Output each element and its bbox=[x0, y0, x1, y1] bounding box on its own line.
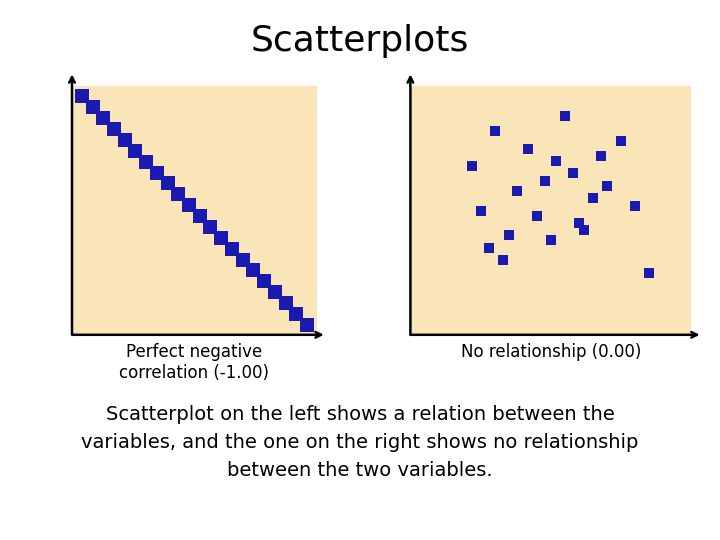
Point bbox=[511, 186, 523, 195]
Text: No relationship (0.00): No relationship (0.00) bbox=[461, 343, 641, 361]
Point bbox=[531, 211, 543, 220]
Point bbox=[248, 266, 259, 275]
Point bbox=[601, 181, 613, 190]
Point bbox=[573, 219, 585, 227]
Point bbox=[86, 103, 98, 112]
Point bbox=[503, 231, 514, 240]
Point bbox=[301, 321, 312, 329]
Text: Scatterplot on the left shows a relation between the
variables, and the one on t: Scatterplot on the left shows a relation… bbox=[81, 405, 639, 480]
Point bbox=[475, 206, 487, 215]
Point bbox=[595, 152, 607, 160]
Point bbox=[130, 146, 141, 155]
Point bbox=[489, 127, 500, 136]
Point bbox=[97, 114, 109, 123]
Point bbox=[215, 233, 227, 242]
Point bbox=[551, 157, 562, 165]
Point bbox=[467, 161, 478, 170]
Point bbox=[588, 194, 599, 202]
Point bbox=[579, 226, 590, 235]
Point bbox=[204, 222, 216, 231]
Point bbox=[523, 144, 534, 153]
Point bbox=[226, 245, 238, 253]
Point bbox=[76, 92, 88, 100]
Point bbox=[140, 157, 152, 166]
Point bbox=[498, 256, 509, 265]
Point bbox=[545, 236, 557, 245]
Point bbox=[108, 125, 120, 133]
Point bbox=[162, 179, 174, 188]
Point bbox=[567, 169, 579, 178]
Text: Perfect negative
correlation (-1.00): Perfect negative correlation (-1.00) bbox=[120, 343, 269, 382]
Point bbox=[173, 190, 184, 199]
Point bbox=[644, 268, 655, 277]
Point bbox=[184, 201, 195, 210]
Point bbox=[629, 201, 641, 210]
Point bbox=[280, 299, 292, 307]
Point bbox=[258, 277, 270, 286]
Point bbox=[194, 212, 205, 220]
Point bbox=[119, 136, 130, 144]
Point bbox=[615, 137, 626, 145]
Point bbox=[559, 112, 570, 120]
Text: Scatterplots: Scatterplots bbox=[251, 24, 469, 58]
Point bbox=[483, 244, 495, 252]
Point bbox=[237, 255, 248, 264]
Point bbox=[151, 168, 163, 177]
Point bbox=[269, 288, 281, 296]
Point bbox=[539, 177, 551, 185]
Point bbox=[291, 309, 302, 318]
